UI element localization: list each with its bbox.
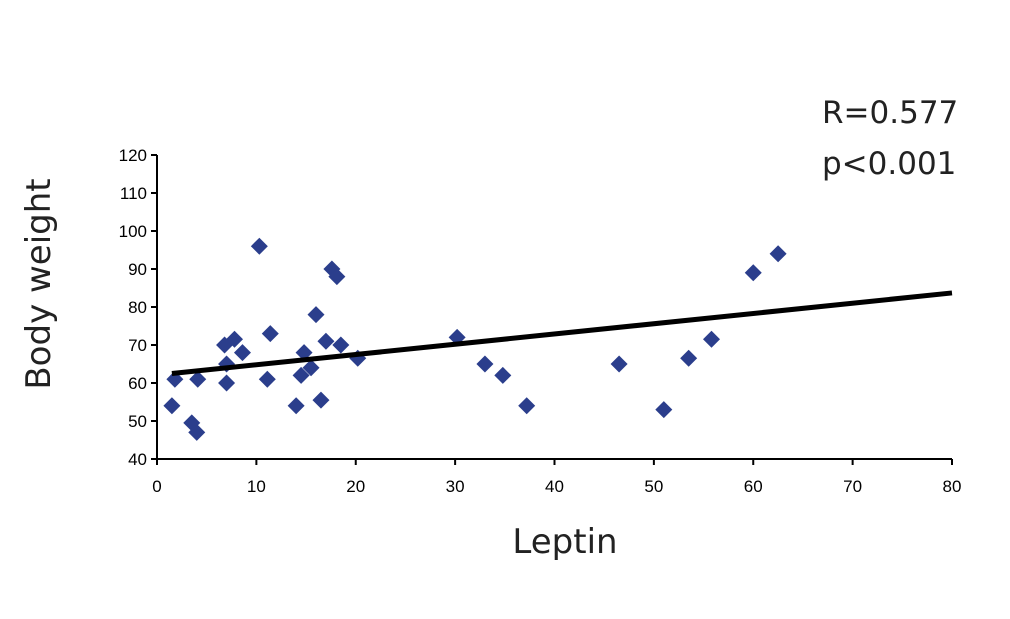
y-tick-label: 90 (128, 260, 147, 279)
data-point (307, 306, 325, 324)
data-point (317, 332, 335, 350)
data-point (188, 423, 206, 441)
axes: 40 50 60 70 80 90 100 110 120 0 10 20 30 40 50 60 70 80 (119, 146, 962, 496)
y-ticks: 40 50 60 70 80 90 100 110 120 (119, 146, 157, 469)
y-tick-label: 100 (119, 222, 147, 241)
y-tick-label: 40 (128, 450, 147, 469)
data-point (680, 349, 698, 367)
x-ticks: 0 10 20 30 40 50 60 70 80 (152, 459, 961, 496)
data-point (233, 344, 251, 362)
data-point (476, 355, 494, 373)
data-point (769, 245, 787, 263)
y-tick-label: 120 (119, 146, 147, 165)
data-point (218, 374, 236, 392)
data-point (328, 268, 346, 286)
correlation-r-label: R=0.577 (822, 95, 958, 131)
data-point (226, 330, 244, 348)
data-point (250, 237, 268, 255)
trend-line (171, 290, 953, 376)
data-points (163, 237, 787, 441)
x-tick-label: 20 (346, 477, 365, 496)
x-tick-label: 10 (247, 477, 266, 496)
data-point (703, 330, 721, 348)
p-value-label: p<0.001 (822, 146, 956, 182)
x-tick-label: 30 (446, 477, 465, 496)
data-point (258, 370, 276, 388)
x-tick-label: 80 (943, 477, 962, 496)
y-tick-label: 50 (128, 412, 147, 431)
data-point (287, 397, 305, 415)
x-axis-title: Leptin (512, 522, 617, 562)
data-point (518, 397, 536, 415)
data-point (163, 397, 181, 415)
x-tick-label: 70 (843, 477, 862, 496)
data-point (610, 355, 628, 373)
x-tick-label: 60 (744, 477, 763, 496)
data-point (189, 370, 207, 388)
x-tick-label: 50 (644, 477, 663, 496)
data-point (494, 366, 512, 384)
data-point (332, 336, 350, 354)
y-tick-label: 110 (120, 184, 147, 203)
data-point (295, 344, 313, 362)
x-tick-label: 0 (152, 477, 161, 496)
data-point (744, 264, 762, 282)
data-point (292, 366, 310, 384)
data-point (312, 391, 330, 409)
y-tick-label: 80 (128, 298, 147, 317)
data-point (655, 401, 673, 419)
x-tick-label: 40 (545, 477, 564, 496)
y-tick-label: 70 (128, 336, 147, 355)
y-tick-label: 60 (128, 374, 147, 393)
data-point (261, 325, 279, 343)
data-point (302, 359, 320, 377)
y-axis-title: Body weight (19, 178, 59, 389)
